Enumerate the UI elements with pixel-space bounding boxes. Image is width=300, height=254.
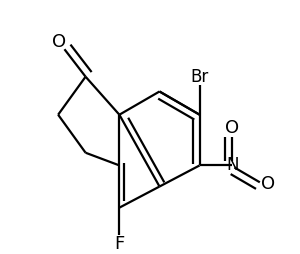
Text: F: F	[114, 234, 124, 252]
Text: Br: Br	[190, 68, 209, 86]
Text: O: O	[225, 119, 239, 137]
Text: O: O	[52, 33, 66, 51]
Text: N: N	[226, 156, 238, 174]
Text: O: O	[261, 176, 275, 193]
